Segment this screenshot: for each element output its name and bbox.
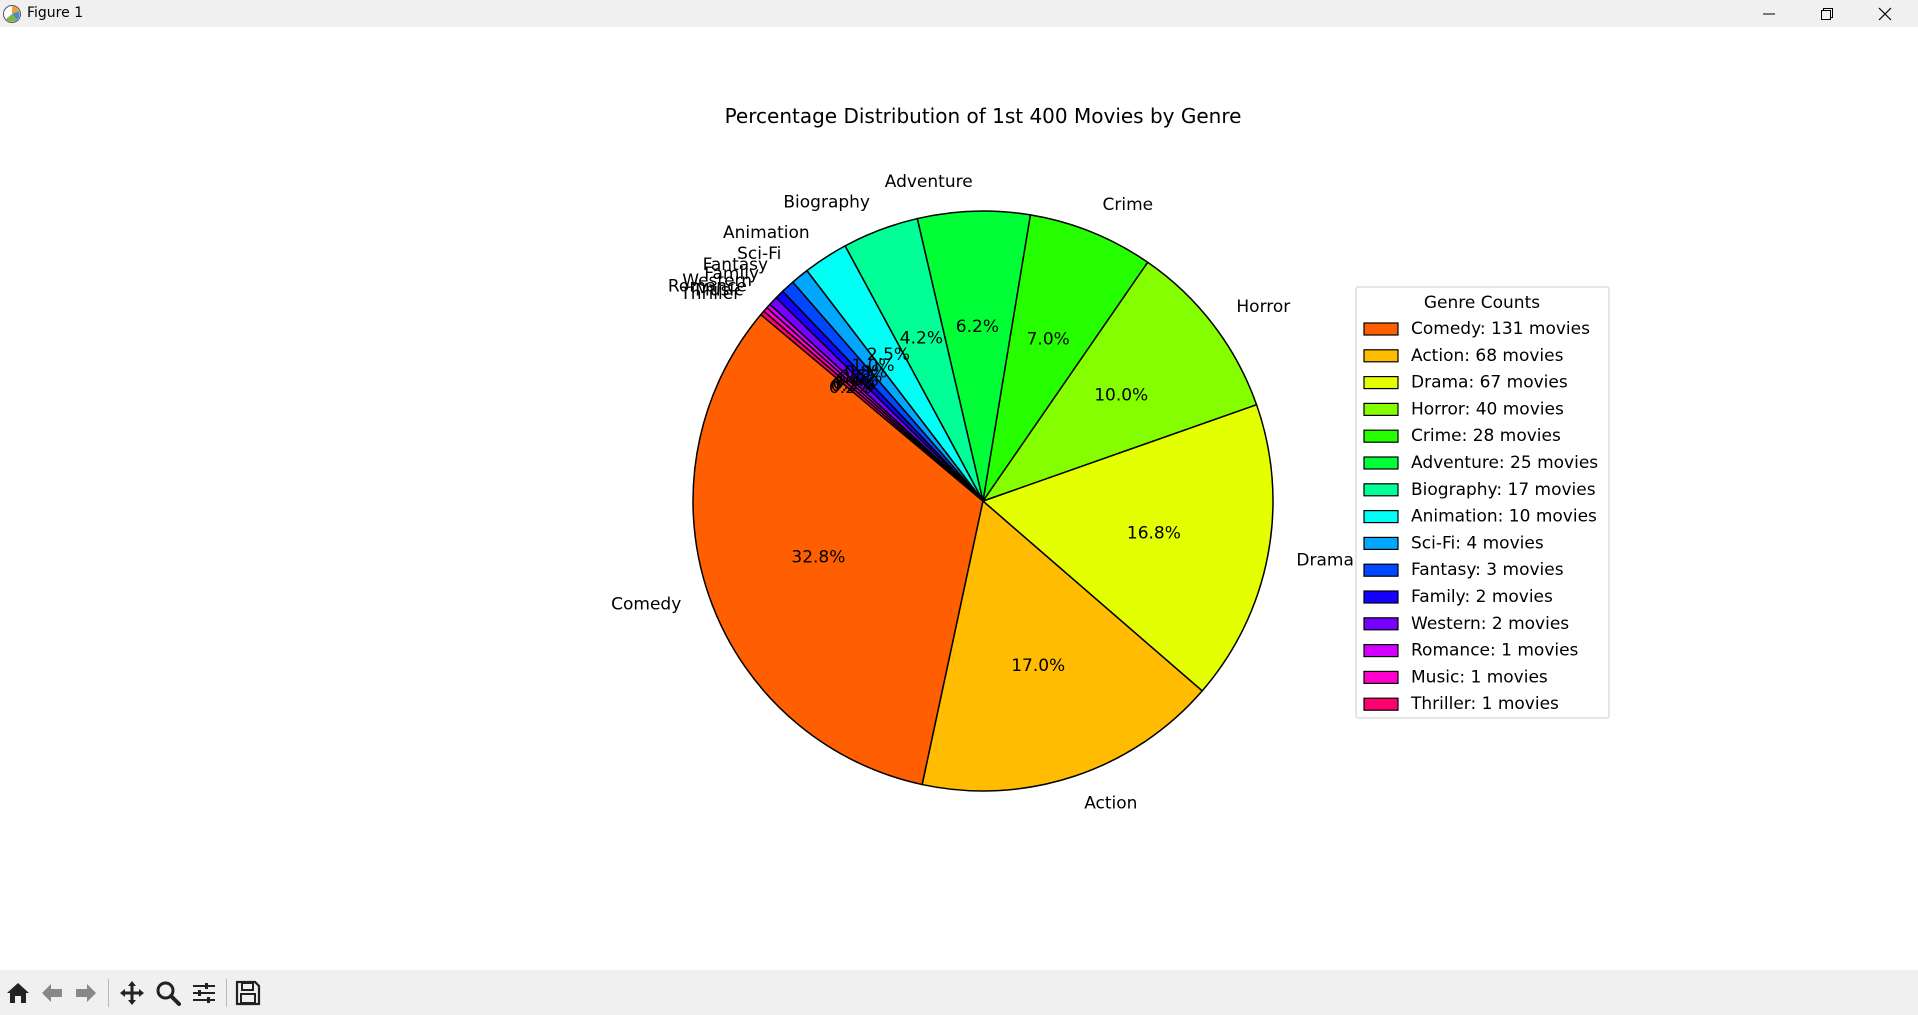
category-label-biography: Biography [783,193,870,213]
pan-icon [120,981,144,1005]
legend-swatch-family [1363,590,1399,604]
category-label-western: Western [682,271,752,291]
legend-entry-biography: Biography: 17 movies [1411,480,1596,500]
figure-canvas: Percentage Distribution of 1st 400 Movie… [0,27,1918,970]
legend-entry-fantasy: Fantasy: 3 movies [1411,560,1564,580]
configure-subplots-button[interactable] [188,977,220,1009]
legend-swatch-biography [1363,483,1399,497]
chart-title: Percentage Distribution of 1st 400 Movie… [725,104,1242,128]
maximize-icon [1821,7,1833,20]
close-button[interactable] [1856,0,1914,27]
home-button[interactable] [2,977,34,1009]
legend-entry-adventure: Adventure: 25 movies [1411,453,1598,473]
pct-label-biography: 4.2% [900,328,943,348]
back-button[interactable] [36,977,68,1009]
legend-swatch-sci-fi [1363,536,1399,550]
back-arrow-icon [42,984,62,1002]
legend-swatch-horror [1363,402,1399,416]
pct-label-thriller: 0.2% [829,378,872,398]
category-label-sci-fi: Sci-Fi [737,244,781,264]
toolbar-separator [108,979,109,1007]
category-label-romance: Romance [668,277,747,297]
category-label-crime: Crime [1103,195,1154,215]
category-label-comedy: Comedy [611,595,681,615]
pct-label-fantasy: 0.8% [844,362,887,382]
legend-swatch-fantasy [1363,563,1399,577]
category-label-music: Music [695,280,743,300]
close-icon [1878,7,1892,20]
category-label-thriller: Thriller [679,284,740,304]
toolbar-separator [226,979,227,1007]
matplotlib-logo-icon [3,5,21,23]
forward-button[interactable] [70,977,102,1009]
legend-swatch-music [1363,670,1399,685]
window-titlebar: Figure 1 [0,0,1918,27]
legend-entry-family: Family: 2 movies [1411,587,1553,607]
category-label-adventure: Adventure [885,172,973,192]
configure-subplots-icon [193,983,215,1003]
legend-swatch-crime [1363,429,1399,443]
pct-label-horror: 10.0% [1094,385,1148,405]
legend-entry-music: Music: 1 movies [1411,667,1548,687]
legend-entry-comedy: Comedy: 131 movies [1411,319,1590,339]
minimize-button[interactable] [1740,0,1798,27]
legend-swatch-thriller [1363,697,1399,711]
category-label-fantasy: Fantasy [703,255,768,275]
pie-slice-adventure [916,210,1032,502]
pct-label-romance: 0.2% [833,374,876,394]
pct-label-sci-fi: 1.0% [851,356,894,376]
window-title: Figure 1 [27,5,84,21]
forward-arrow-icon [76,984,96,1002]
category-label-horror: Horror [1236,297,1290,317]
legend-entry-crime: Crime: 28 movies [1411,426,1561,446]
legend-entry-drama: Drama: 67 movies [1411,373,1568,393]
legend-title: Genre Counts [1424,293,1540,313]
home-icon [7,983,29,1003]
pct-label-drama: 16.8% [1127,524,1181,544]
pie-slice-action [921,500,1203,792]
pct-label-western: 0.5% [835,371,878,391]
legend-swatch-romance [1363,643,1399,658]
pct-label-adventure: 6.2% [956,317,999,337]
pct-label-music: 0.2% [831,376,874,396]
legend-entry-action: Action: 68 movies [1411,346,1564,366]
legend-entry-sci-fi: Sci-Fi: 4 movies [1411,533,1544,553]
legend-entry-horror: Horror: 40 movies [1411,399,1564,419]
navigation-toolbar [0,970,1918,1015]
legend-entry-romance: Romance: 1 movies [1411,641,1579,661]
pct-label-family: 0.5% [839,367,882,387]
pie-slice-crime [982,214,1149,502]
category-label-family: Family [704,264,759,284]
pan-button[interactable] [116,977,148,1009]
save-icon [235,980,261,1006]
maximize-button[interactable] [1798,0,1856,27]
zoom-button[interactable] [152,977,184,1009]
pct-label-crime: 7.0% [1027,330,1070,350]
legend-frame [1355,286,1610,719]
legend-swatch-drama [1363,376,1399,390]
pie-chart: Percentage Distribution of 1st 400 Movie… [611,104,1610,814]
pie-slice-horror [982,261,1258,502]
pie-slice-thriller [760,310,984,502]
pct-label-comedy: 32.8% [791,548,845,568]
legend-entry-animation: Animation: 10 movies [1411,507,1597,527]
pct-label-action: 17.0% [1011,656,1065,676]
category-label-action: Action [1084,794,1137,814]
legend-swatch-comedy [1363,322,1399,336]
pct-label-animation: 2.5% [867,345,910,365]
category-label-animation: Animation [723,223,810,243]
legend-swatch-animation [1363,510,1399,524]
category-label-drama: Drama [1296,551,1353,571]
zoom-icon [156,981,181,1006]
minimize-icon [1763,13,1775,14]
save-button[interactable] [232,977,264,1009]
legend-entry-western: Western: 2 movies [1411,614,1569,634]
legend: Genre Counts Comedy: 131 movies Action: 6… [1355,286,1610,719]
legend-swatch-western [1363,617,1399,631]
legend-entry-thriller: Thriller: 1 movies [1410,694,1559,714]
legend-swatch-action [1363,349,1399,363]
pie-slice-comedy [692,313,984,786]
legend-swatch-adventure [1363,456,1399,470]
